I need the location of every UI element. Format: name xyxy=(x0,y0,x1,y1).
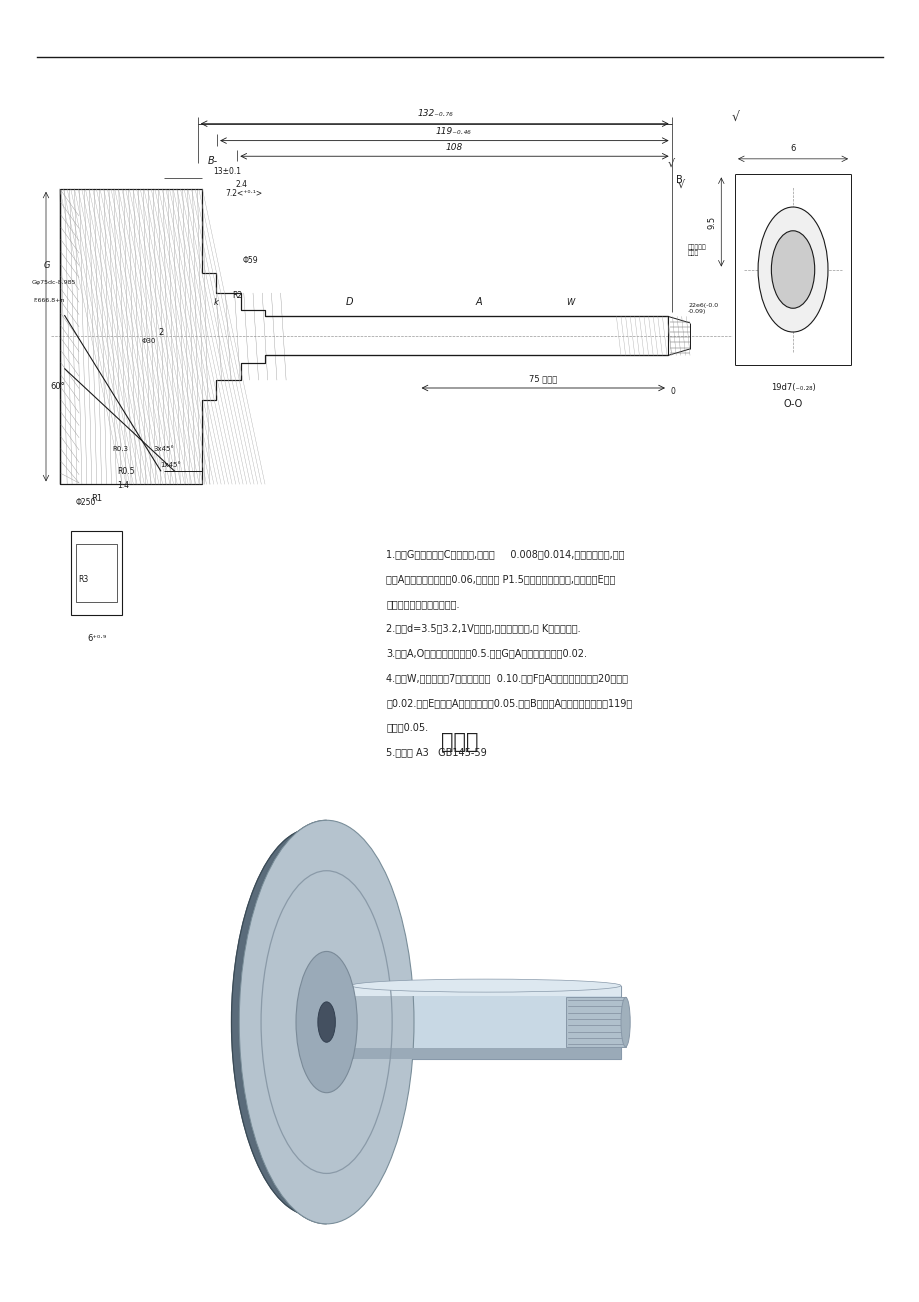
Text: G: G xyxy=(43,262,50,270)
Text: 132₋₀.₇₆: 132₋₀.₇₆ xyxy=(417,109,452,117)
Text: 1.表面G及「在长度C上」螺纹,粗糙度     0.008～0.014,其余表面发兰,凸面: 1.表面G及「在长度C上」螺纹,粗糙度 0.008～0.014,其余表面发兰,凸… xyxy=(386,549,624,560)
Text: √: √ xyxy=(667,159,675,169)
Text: A: A xyxy=(474,297,482,307)
Text: 2.4: 2.4 xyxy=(235,181,247,189)
Text: Gφ75dc-8.985: Gφ75dc-8.985 xyxy=(31,280,75,285)
Ellipse shape xyxy=(296,952,357,1092)
Text: 1x45°: 1x45° xyxy=(160,462,180,467)
Bar xyxy=(75,543,118,602)
Text: F.666.8+n: F.666.8+n xyxy=(33,298,64,303)
Text: 60°: 60° xyxy=(51,383,65,391)
Ellipse shape xyxy=(239,820,414,1224)
Text: 7.2<⁺⁰·¹>: 7.2<⁺⁰·¹> xyxy=(225,190,262,198)
Text: B-: B- xyxy=(207,156,218,167)
Text: 3.表面A,O称不同心度不大于0.5.表面G到A的键动使不大于0.02.: 3.表面A,O称不同心度不大于0.5.表面G到A的键动使不大于0.02. xyxy=(386,648,586,659)
Polygon shape xyxy=(351,986,620,1059)
Text: 1.4: 1.4 xyxy=(117,482,129,490)
Text: R0.5: R0.5 xyxy=(117,467,134,475)
Text: 5.中心孔 A3   GB145-59: 5.中心孔 A3 GB145-59 xyxy=(386,747,487,758)
Ellipse shape xyxy=(770,230,814,309)
Text: 表面A在不懂超得上减振0.06,允许高端 P1.5的长度内设有锁是,允许表面E及螺: 表面A在不懂超得上减振0.06,允许高端 P1.5的长度内设有锁是,允许表面E及… xyxy=(386,574,615,585)
Text: √: √ xyxy=(676,180,684,190)
Text: D: D xyxy=(346,297,353,307)
Text: 2: 2 xyxy=(158,328,164,336)
Text: 22e6(-0.0
-0.09): 22e6(-0.0 -0.09) xyxy=(687,303,718,314)
Text: 0: 0 xyxy=(670,388,675,396)
Text: 13±0.1: 13±0.1 xyxy=(213,168,241,176)
Text: Φ30: Φ30 xyxy=(142,339,156,344)
Text: 2.螺纹d=3.5～3.2,1V须独接,磁力联合能量,击 K网振动标牛.: 2.螺纹d=3.5～3.2,1V须独接,磁力联合能量,击 K网振动标牛. xyxy=(386,624,581,634)
Text: R1: R1 xyxy=(91,493,102,503)
Polygon shape xyxy=(351,1048,620,1059)
Text: 纹表面始领近表面上有痕迹.: 纹表面始领近表面上有痕迹. xyxy=(386,599,460,609)
Polygon shape xyxy=(232,820,326,1224)
Polygon shape xyxy=(351,986,620,996)
Text: 6: 6 xyxy=(789,145,795,152)
Text: 不大于0.05.: 不大于0.05. xyxy=(386,723,428,733)
Ellipse shape xyxy=(351,979,620,992)
Text: 19d7(₋₀.₂₈): 19d7(₋₀.₂₈) xyxy=(770,384,814,392)
Text: R0.3: R0.3 xyxy=(112,447,128,452)
Text: 75 不小于: 75 不小于 xyxy=(528,375,556,383)
Text: 螺纹代号见
工图栏: 螺纹代号见 工图栏 xyxy=(687,243,706,256)
Text: k: k xyxy=(213,298,219,306)
Text: √: √ xyxy=(732,111,739,124)
Text: Φ59: Φ59 xyxy=(243,256,257,264)
Text: 119₋₀.₄₆: 119₋₀.₄₆ xyxy=(436,128,471,135)
Text: B: B xyxy=(675,174,682,185)
Ellipse shape xyxy=(318,1003,335,1042)
Text: 108: 108 xyxy=(446,143,462,151)
Text: O-O: O-O xyxy=(783,398,801,409)
Ellipse shape xyxy=(620,997,630,1047)
Text: Φ250: Φ250 xyxy=(75,499,96,506)
Text: 3x45°: 3x45° xyxy=(153,447,174,452)
Polygon shape xyxy=(565,997,625,1047)
Polygon shape xyxy=(331,957,353,1087)
Ellipse shape xyxy=(757,207,827,332)
Text: 6⁺⁰·⁹: 6⁺⁰·⁹ xyxy=(87,634,106,643)
Text: 零件图: 零件图 xyxy=(441,732,478,753)
Text: 9.5: 9.5 xyxy=(707,215,716,229)
Text: 4.螺纹W,中轮对表面7前截动不大于  0.10.表面F到A前不垂直度在直径20上不大: 4.螺纹W,中轮对表面7前截动不大于 0.10.表面F到A前不垂直度在直径20上… xyxy=(386,673,628,684)
Text: R2: R2 xyxy=(232,292,243,299)
Text: R3: R3 xyxy=(78,575,89,583)
Ellipse shape xyxy=(232,828,393,1216)
Text: 于0.02.表面E对表面A的截动不大于0.05.表面B对表面A的不垂直度在长度119上: 于0.02.表面E对表面A的截动不大于0.05.表面B对表面A的不垂直度在长度1… xyxy=(386,698,632,708)
Bar xyxy=(72,531,122,615)
Text: W: W xyxy=(566,298,573,306)
